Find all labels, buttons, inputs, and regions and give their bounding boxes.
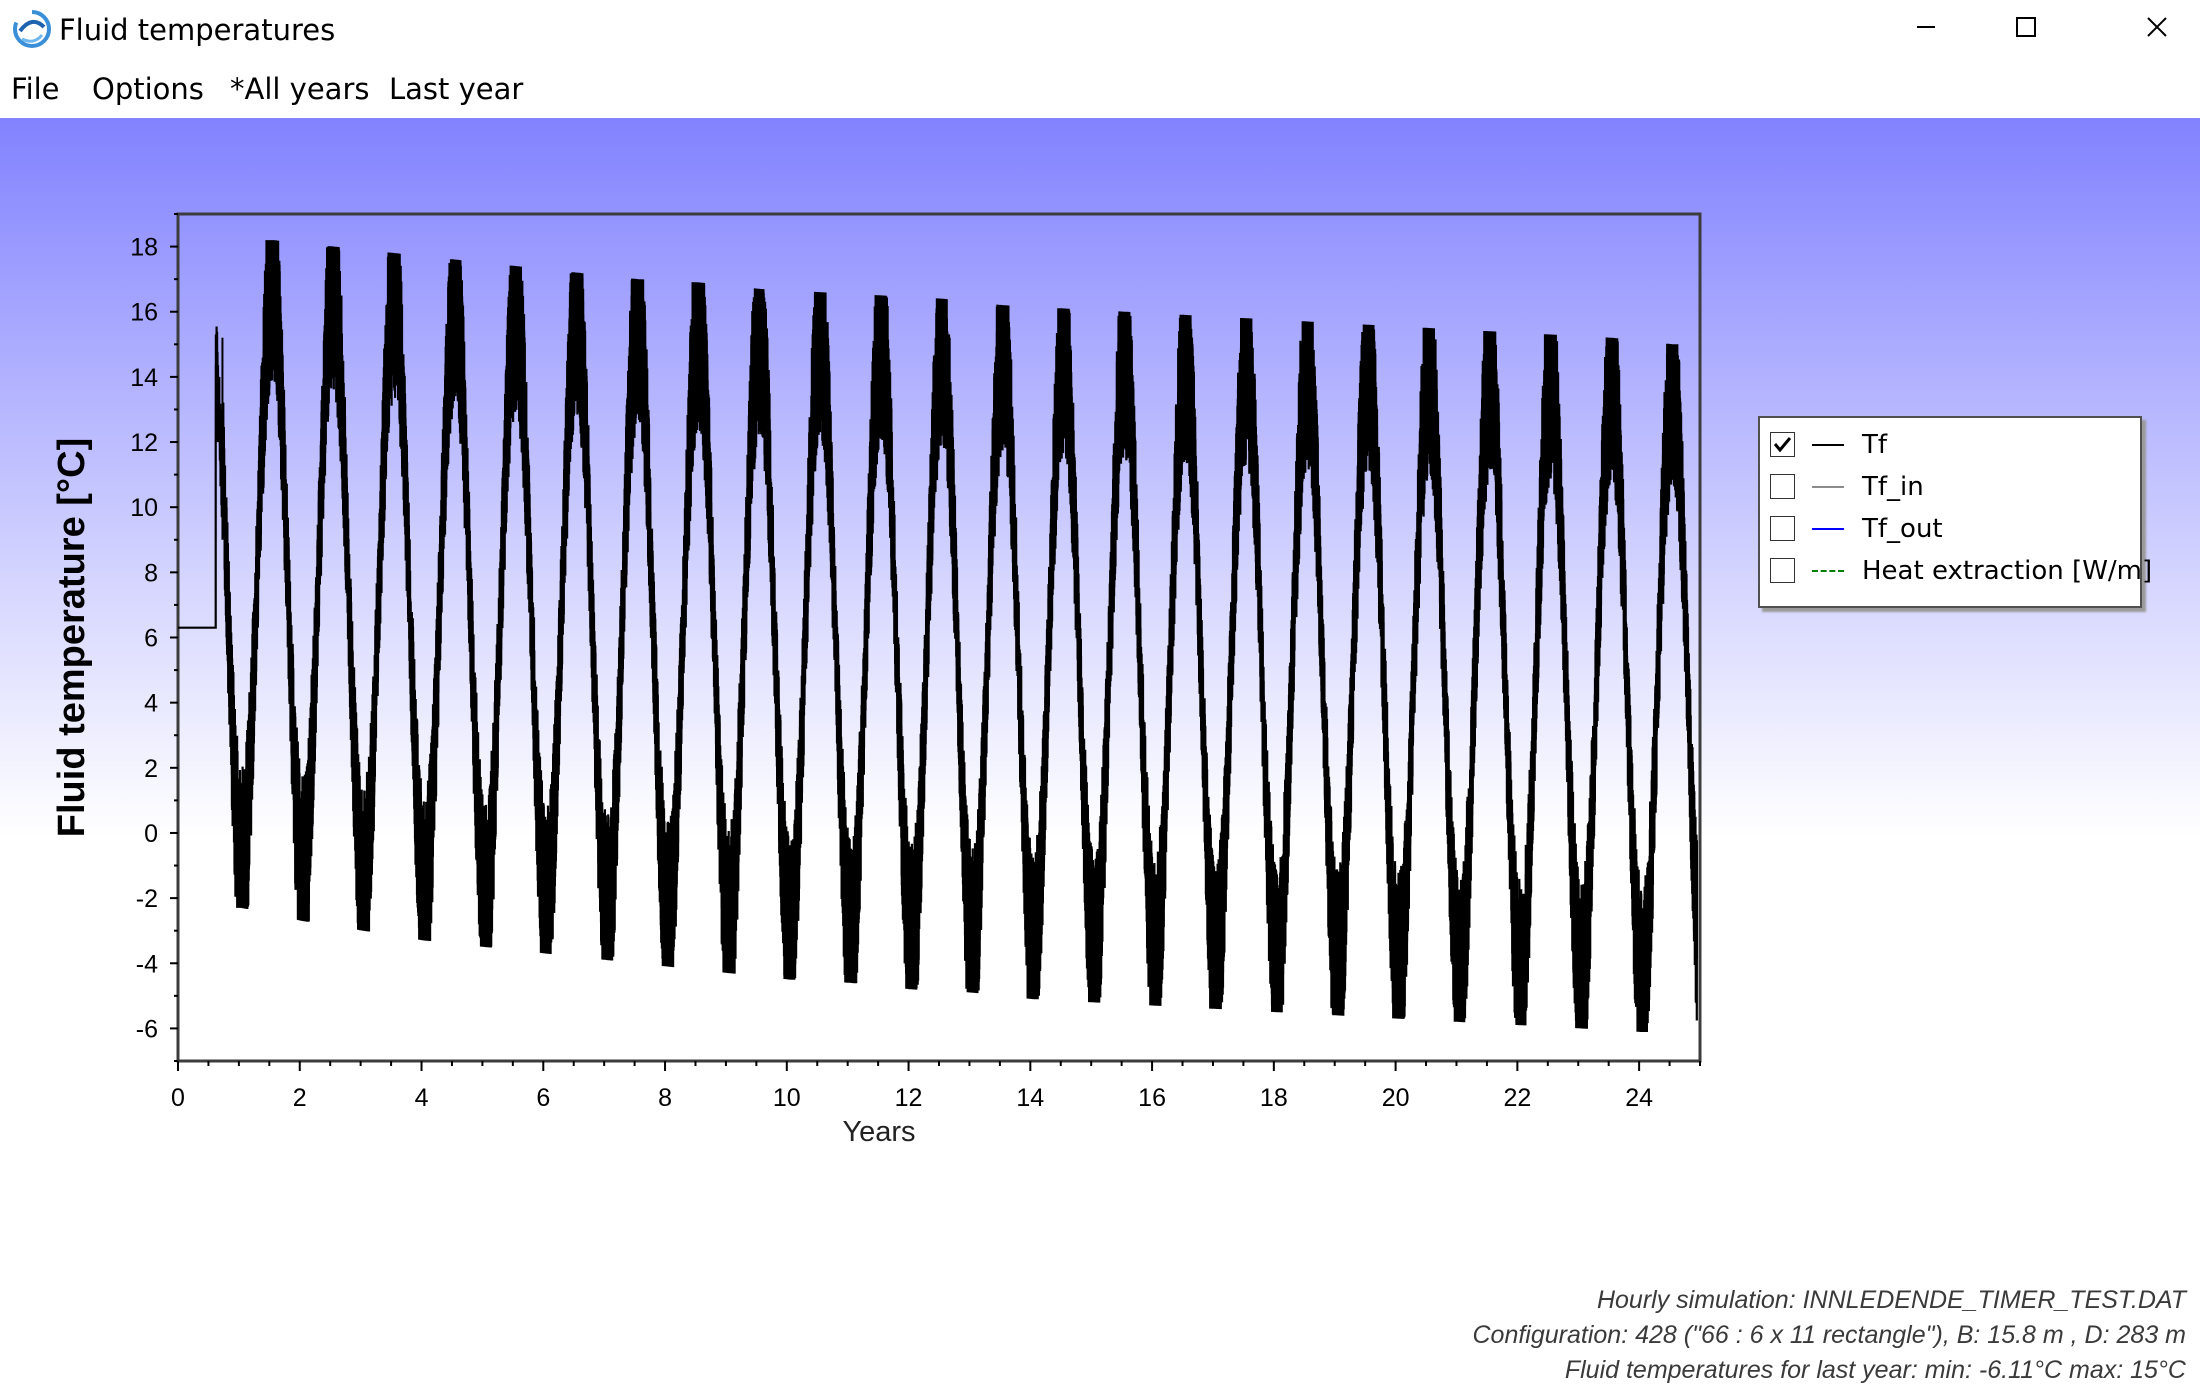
legend-label-tf-in: Tf_in [1862, 472, 1924, 502]
legend-swatch-heat-extraction [1812, 570, 1844, 572]
x-tick-label: 0 [171, 1084, 185, 1112]
x-tick-label: 10 [773, 1084, 801, 1112]
app-swirl-icon [13, 10, 51, 48]
legend-label-heat-extraction: Heat extraction [W/m] [1862, 556, 2153, 586]
simulation-info: Hourly simulation: INNLEDENDE_TIMER_TEST… [1473, 1283, 2187, 1388]
y-tick-label: 4 [144, 690, 158, 718]
menu-file[interactable]: File [11, 72, 60, 106]
info-configuration: Configuration: 428 ("66 : 6 x 11 rectang… [1472, 1321, 2187, 1349]
y-tick-label: -6 [136, 1015, 158, 1043]
y-tick-label: -2 [136, 885, 158, 913]
legend-swatch-tf-in [1812, 486, 1844, 488]
title-bar: Fluid temperatures [0, 0, 2200, 58]
menu-bar: File Options *All years Last year [0, 58, 2200, 118]
window-title: Fluid temperatures [59, 13, 336, 47]
legend-label-tf-out: Tf_out [1862, 514, 1943, 544]
y-tick-label: 6 [144, 625, 158, 653]
x-tick-label: 2 [293, 1084, 307, 1112]
y-tick-label: 10 [130, 494, 158, 522]
x-tick-label: 18 [1260, 1084, 1288, 1112]
y-axis-title: Fluid temperature [°C] [51, 438, 93, 837]
close-button[interactable] [2100, 0, 2200, 58]
legend-checkbox-heat-extraction[interactable] [1770, 558, 1795, 583]
legend-checkbox-tf-in[interactable] [1770, 474, 1795, 499]
chart-area: -6 -4 -2 0 2 4 6 8 10 12 14 16 18 0 2 4 6 8 10 12 14 16 18 20 22… [0, 118, 2200, 1384]
checkmark-icon [1773, 437, 1792, 453]
menu-last-year[interactable]: Last year [389, 72, 524, 106]
x-tick-label: 6 [536, 1084, 550, 1112]
info-last-year-range: Fluid temperatures for last year: min: -… [1564, 1356, 2186, 1384]
minimize-icon [1917, 26, 1935, 28]
x-tick-label: 24 [1625, 1084, 1653, 1112]
x-tick-label: 14 [1016, 1084, 1044, 1112]
legend-item-heat-extraction[interactable]: Heat extraction [W/m] [1770, 550, 2152, 592]
close-icon [2147, 17, 2167, 37]
legend-label-tf: Tf [1862, 430, 1888, 460]
info-simulation-file: Hourly simulation: INNLEDENDE_TIMER_TEST… [1596, 1286, 2186, 1314]
series-line-tf [178, 240, 1698, 1033]
y-tick-label: 8 [144, 559, 158, 587]
maximize-icon [2016, 17, 2036, 37]
minimize-button[interactable] [1868, 0, 1984, 58]
y-tick-label: 18 [130, 234, 158, 262]
legend-checkbox-tf-out[interactable] [1770, 516, 1795, 541]
x-tick-label: 20 [1382, 1084, 1410, 1112]
chart-legend: Tf Tf_in Tf_out Heat extraction [W/m] [1758, 416, 2152, 608]
x-tick-label: 22 [1503, 1084, 1531, 1112]
x-tick-label: 4 [415, 1084, 429, 1112]
x-tick-label: 8 [658, 1084, 672, 1112]
menu-all-years[interactable]: *All years [230, 72, 370, 106]
y-tick-label: 16 [130, 299, 158, 327]
legend-item-tf-in[interactable]: Tf_in [1770, 466, 2136, 508]
y-tick-label: 2 [144, 755, 158, 783]
legend-item-tf[interactable]: Tf [1770, 424, 2136, 466]
y-tick-label: -4 [136, 950, 158, 978]
y-tick-label: 14 [130, 364, 158, 392]
legend-item-tf-out[interactable]: Tf_out [1770, 508, 2136, 550]
legend-swatch-tf [1812, 444, 1844, 446]
y-tick-label: 12 [130, 429, 158, 457]
x-axis-title: Years [842, 1116, 915, 1148]
x-tick-label: 12 [895, 1084, 923, 1112]
legend-swatch-tf-out [1812, 528, 1844, 530]
x-tick-label: 16 [1138, 1084, 1166, 1112]
maximize-button[interactable] [1984, 0, 2100, 58]
menu-options[interactable]: Options [92, 72, 204, 106]
legend-checkbox-tf[interactable] [1770, 432, 1795, 457]
y-tick-label: 0 [144, 820, 158, 848]
